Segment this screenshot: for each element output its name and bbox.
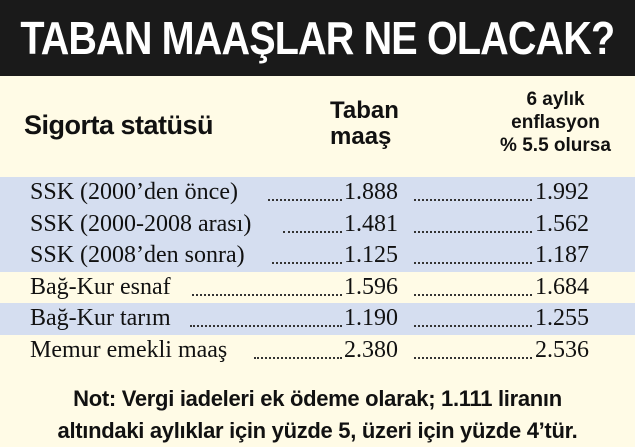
header-base-line1: Taban xyxy=(330,97,399,124)
row-projected: 1.684 xyxy=(535,273,589,300)
row-status: SSK (2000-2008 arası) xyxy=(30,210,252,237)
leader-dots xyxy=(283,230,342,233)
leader-dots xyxy=(414,356,532,359)
leader-dots xyxy=(192,293,342,296)
row-status: Memur emekli maaş xyxy=(30,336,228,363)
row-status: Bağ-Kur tarım xyxy=(30,305,171,332)
table-row: SSK (2000’den önce) 1.888 1.992 xyxy=(0,177,635,209)
header-infl-line3: % 5.5 olursa xyxy=(500,135,611,156)
table-row: SSK (2000-2008 arası) 1.481 1.562 xyxy=(0,208,635,240)
header-base-line2: maaş xyxy=(330,123,392,150)
row-base: 1.481 xyxy=(344,210,398,237)
row-base: 1.596 xyxy=(344,273,398,300)
row-status: SSK (2008’den sonra) xyxy=(30,242,245,269)
row-status: Bağ-Kur esnaf xyxy=(30,273,171,300)
row-base: 1.125 xyxy=(344,242,398,269)
footnote-line1: Not: Vergi iadeleri ek ödeme olarak; 1.1… xyxy=(73,386,562,411)
row-base: 1.888 xyxy=(344,179,398,206)
table-header: Sigorta statüsü Taban maaş 6 aylık enfla… xyxy=(0,80,635,176)
row-status: SSK (2000’den önce) xyxy=(30,179,238,206)
salary-table: SSK (2000’den önce) 1.888 1.992 SSK (200… xyxy=(0,177,635,366)
leader-dots xyxy=(190,325,342,327)
table-row: SSK (2008’den sonra) 1.125 1.187 xyxy=(0,240,635,272)
leader-dots xyxy=(414,325,532,327)
title-banner: TABAN MAAŞLAR NE OLACAK? xyxy=(0,0,635,76)
row-projected: 1.255 xyxy=(535,305,589,332)
page-title: TABAN MAAŞLAR NE OLACAK? xyxy=(20,12,616,64)
row-base: 2.380 xyxy=(344,336,398,363)
header-status: Sigorta statüsü xyxy=(24,110,214,140)
table-row: Bağ-Kur esnaf 1.596 1.684 xyxy=(0,271,635,303)
row-projected: 2.536 xyxy=(535,336,589,363)
leader-dots xyxy=(254,356,342,359)
table-row: Bağ-Kur tarım 1.190 1.255 xyxy=(0,303,635,335)
footnote: Not: Vergi iadeleri ek ödeme olarak; 1.1… xyxy=(0,383,635,447)
row-projected: 1.562 xyxy=(535,210,589,237)
row-base: 1.190 xyxy=(344,305,398,332)
footnote-line2: altındaki aylıklar için yüzde 5, üzeri i… xyxy=(57,418,578,443)
header-infl-line2: enflasyon xyxy=(511,112,600,133)
leader-dots xyxy=(272,262,342,264)
leader-dots xyxy=(414,199,532,201)
leader-dots xyxy=(414,230,532,233)
header-inflation: 6 aylık enflasyon % 5.5 olursa xyxy=(488,88,623,157)
row-projected: 1.187 xyxy=(535,242,589,269)
header-infl-line1: 6 aylık xyxy=(526,89,585,110)
leader-dots xyxy=(268,199,342,201)
row-projected: 1.992 xyxy=(535,179,589,206)
leader-dots xyxy=(414,293,532,296)
header-base-salary: Taban maaş xyxy=(330,98,450,150)
leader-dots xyxy=(414,262,532,264)
table-row: Memur emekli maaş 2.380 2.536 xyxy=(0,334,635,366)
